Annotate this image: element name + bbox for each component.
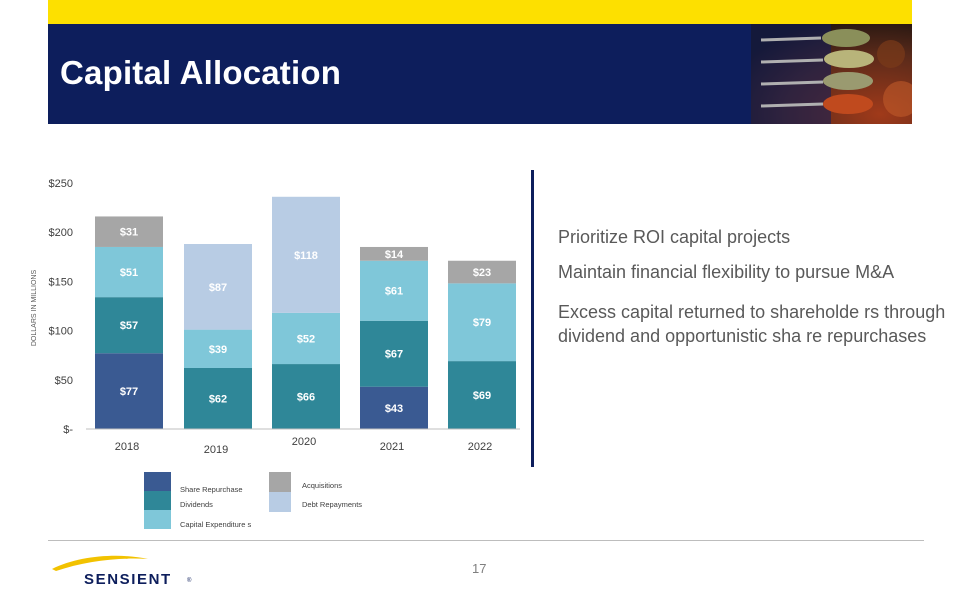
bar-share_repurchase-2021 <box>360 386 428 429</box>
footer-divider <box>48 540 924 541</box>
bar-label-dividends-2019: $62 <box>209 393 227 405</box>
y-axis-title: DOLLARS IN MILLIONS <box>31 270 38 347</box>
x-tick-label: 2021 <box>380 441 404 453</box>
page-number: 17 <box>472 561 487 576</box>
bar-label-capital_expenditures-2022: $79 <box>473 317 491 329</box>
bar-acquisitions-2022 <box>448 260 516 284</box>
bar-capital_expenditures-2018 <box>95 246 163 298</box>
legend-swatch-acquisitions <box>269 472 291 492</box>
bar-dividends-2019 <box>184 367 252 429</box>
bar-label-capital_expenditures-2021: $61 <box>385 286 403 298</box>
y-tick-label: $50 <box>55 375 73 387</box>
bar-label-debt_repayments-2019: $87 <box>209 282 227 294</box>
legend-swatch-share_repurchase <box>144 472 171 491</box>
bar-label-capital_expenditures-2018: $51 <box>120 267 138 279</box>
bar-label-share_repurchase-2021: $43 <box>385 403 403 415</box>
header-yellow-stripe <box>48 0 912 24</box>
bullet-capital-returned: Excess capital returned to shareholde rs… <box>558 302 946 346</box>
spice-spoons-image <box>751 24 912 124</box>
y-tick-label: $100 <box>49 326 73 338</box>
legend-label-debt_repayments: Debt Repayments <box>302 500 362 509</box>
bar-label-dividends-2018: $57 <box>120 320 138 332</box>
y-tick-label: $150 <box>49 276 73 288</box>
sensient-logo: SENSIENT ® <box>52 555 192 588</box>
bar-capital_expenditures-2022 <box>448 283 516 362</box>
bar-debt_repayments-2019 <box>184 244 252 330</box>
bar-capital_expenditures-2019 <box>184 329 252 368</box>
legend-swatch-dividends <box>144 491 171 510</box>
bar-dividends-2021 <box>360 320 428 387</box>
header-banner: Capital Allocation <box>48 24 912 124</box>
bullet-financial-flexibility: Maintain financial flexibility to pursue… <box>558 262 895 282</box>
y-tick-label: $200 <box>49 227 73 239</box>
bar-dividends-2018 <box>95 297 163 354</box>
legend-label-acquisitions: Acquisitions <box>302 481 342 490</box>
legend-label-dividends: Dividends <box>180 500 213 509</box>
y-tick-label: $- <box>63 424 73 436</box>
bar-dividends-2022 <box>448 361 516 429</box>
x-tick-label: 2019 <box>204 444 228 456</box>
bar-label-debt_repayments-2020: $118 <box>294 250 318 262</box>
legend-swatch-debt_repayments <box>269 492 291 512</box>
bar-acquisitions-2021 <box>360 246 428 261</box>
legend-label-share_repurchase: Share Repurchase <box>180 485 243 494</box>
key-points: Prioritize ROI capital projects Maintain… <box>558 225 948 364</box>
bar-share_repurchase-2018 <box>95 353 163 429</box>
bar-capital_expenditures-2020 <box>272 312 340 365</box>
bar-label-acquisitions-2021: $14 <box>385 249 404 261</box>
page-title: Capital Allocation <box>60 54 342 91</box>
logo-wordmark: SENSIENT <box>84 571 172 588</box>
bar-label-acquisitions-2018: $31 <box>120 227 138 239</box>
bar-label-capital_expenditures-2019: $39 <box>209 344 227 356</box>
logo-swoosh <box>52 555 148 571</box>
bar-label-acquisitions-2022: $23 <box>473 267 491 279</box>
x-tick-label: 2022 <box>468 441 492 453</box>
y-tick-label: $250 <box>49 178 73 190</box>
bar-label-dividends-2021: $67 <box>385 349 403 361</box>
bullet-roi-projects: Prioritize ROI capital projects <box>558 227 791 247</box>
bar-acquisitions-2018 <box>95 216 163 247</box>
legend-swatch-capital_expenditures <box>144 510 171 529</box>
x-tick-label: 2020 <box>292 436 316 448</box>
bar-label-capital_expenditures-2020: $52 <box>297 333 315 345</box>
x-tick-label: 2018 <box>115 441 139 453</box>
capital-allocation-chart: DOLLARS IN MILLIONS $- $50 $100 $150 $200 $25… <box>0 150 526 545</box>
bar-capital_expenditures-2021 <box>360 260 428 321</box>
bar-label-dividends-2020: $66 <box>297 392 315 404</box>
vertical-divider <box>531 170 534 467</box>
logo-registered-mark: ® <box>187 577 192 584</box>
bar-dividends-2020 <box>272 364 340 429</box>
bar-label-share_repurchase-2018: $77 <box>120 386 138 398</box>
bar-debt_repayments-2020 <box>272 196 340 313</box>
bar-label-dividends-2022: $69 <box>473 390 491 402</box>
chart-svg: DOLLARS IN MILLIONS $- $50 $100 $150 $200 $25… <box>31 178 526 529</box>
legend-label-capital_expenditures: Capital Expenditure s <box>180 520 252 529</box>
